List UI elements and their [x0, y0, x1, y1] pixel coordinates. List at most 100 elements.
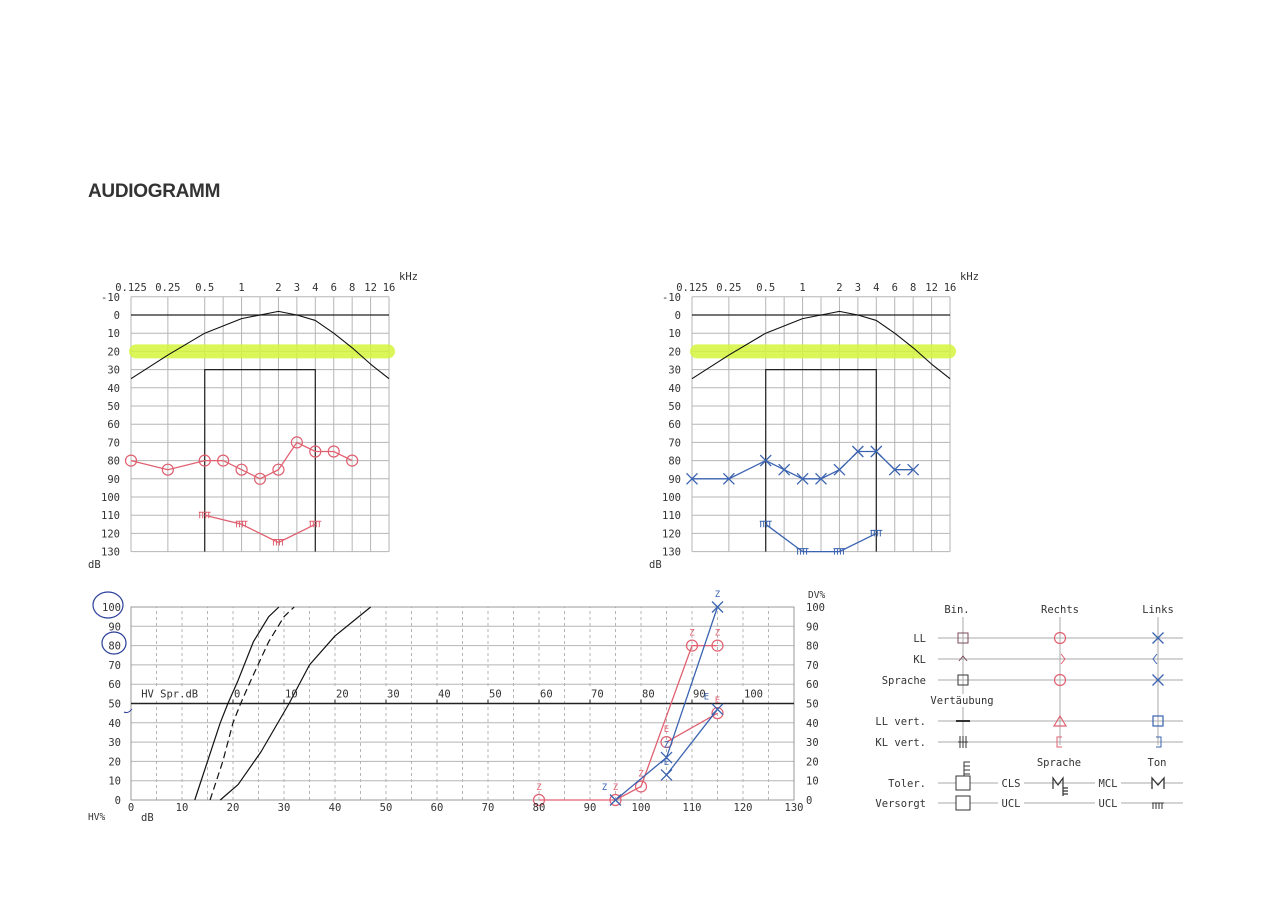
y-tick-label: 110 [662, 510, 681, 522]
y-tick-label: 10 [107, 328, 120, 340]
x-tick-label: 20 [227, 802, 240, 814]
data-point-ucl [198, 511, 211, 519]
top-tick-label: 80 [642, 689, 655, 701]
point-label: Z [536, 783, 542, 793]
label-bg [435, 686, 451, 699]
data-point-ucl [833, 548, 846, 555]
data-point-circle [346, 454, 359, 467]
label-bg [231, 686, 247, 699]
y-tick-label: -10 [101, 292, 120, 304]
x-tick-label: 10 [176, 802, 189, 814]
y2-tick-label: 80 [806, 641, 819, 653]
top-tick-label: 100 [744, 689, 763, 701]
x-tick-label: 90 [584, 802, 597, 814]
symbol-legend [928, 617, 1183, 811]
data-point-circle [532, 793, 546, 807]
data-point-circle [327, 445, 340, 458]
legend-header-bin: Bin. [944, 604, 969, 616]
y2-tick-label: 90 [806, 621, 819, 633]
y-axis-label: HV% [88, 812, 105, 823]
x-tick-label: 1 [799, 282, 805, 294]
annotation-circle [92, 591, 124, 619]
audiogram-rechts [124, 296, 396, 553]
x-tick-label: 0.25 [155, 282, 180, 294]
highlighter-band [129, 344, 396, 359]
bin-kl-caret-icon [958, 655, 968, 662]
data-point-circle [235, 463, 248, 476]
data-point-circle [685, 639, 699, 652]
data-point-cross [759, 454, 772, 467]
x-tick-label: 8 [910, 282, 916, 294]
right-kl-bracket-icon [1060, 653, 1066, 665]
x-tick-label: 0.125 [115, 282, 147, 294]
y-tick-label: 10 [668, 328, 681, 340]
y-tick-label: 60 [107, 419, 120, 431]
y-tick-label: 20 [107, 346, 120, 358]
legend-row-ll_vert: LL vert. [875, 716, 926, 728]
x-tick-label: 30 [278, 802, 291, 814]
data-point-ucl [759, 520, 772, 528]
data-point-ucl [272, 539, 285, 546]
x-tick-label: 8 [349, 282, 355, 294]
y-tick-label: 100 [662, 492, 681, 504]
label-bg [486, 686, 502, 699]
legend-row-ll: LL [913, 633, 926, 645]
series-line [666, 712, 718, 743]
data-point-ucl [870, 529, 883, 537]
y-tick-label: 10 [108, 776, 121, 788]
y-unit-label: dB [88, 559, 101, 571]
toler-bin-mark-icon [963, 761, 970, 776]
x-tick-label: 80 [533, 802, 546, 814]
y-tick-label: 40 [108, 718, 121, 730]
data-point-cross [870, 445, 883, 458]
label-bg [537, 686, 553, 699]
series-line [539, 644, 718, 801]
tone-ucl-icon [1152, 802, 1164, 809]
data-point-circle [124, 454, 138, 467]
y2-tick-label: 30 [806, 737, 819, 749]
x-tick-label: 3 [294, 282, 300, 294]
y-tick-label: 40 [668, 383, 681, 395]
x-tick-label: 120 [734, 802, 753, 814]
bin-ll-masking-icon [956, 720, 970, 722]
legend-row-sprache: Sprache [882, 675, 926, 687]
top-axis-label: HV Spr.dB [141, 689, 198, 701]
legend-tag-mcl: MCL [1099, 778, 1118, 790]
top-tick-label: 0 [234, 689, 240, 701]
left-ll-masking-square-icon [1152, 715, 1164, 727]
data-point-cross [711, 601, 724, 613]
speech-audiogram [92, 591, 795, 807]
y2-tick-label: 70 [806, 660, 819, 672]
point-label: Z [602, 783, 608, 793]
y-tick-label: 50 [108, 699, 121, 711]
top-tick-label: 20 [336, 689, 349, 701]
top-tick-label: 40 [438, 689, 451, 701]
data-point-cross [660, 768, 673, 781]
label-bg [333, 686, 349, 699]
data-point-cross [686, 472, 698, 485]
reference-curve-solid [194, 606, 280, 801]
label-bg [1095, 777, 1121, 789]
data-point-cross [907, 463, 920, 476]
tone-mcl-icon [1151, 776, 1165, 789]
legend-row-kl_vert: KL vert. [875, 737, 926, 749]
y-tick-label: 0 [114, 310, 120, 322]
legend-header-rechts: Rechts [1041, 604, 1079, 616]
x-tick-label: 2 [836, 282, 842, 294]
right-kl-masking-icon [1056, 736, 1062, 748]
top-tick-label: 30 [387, 689, 400, 701]
bin-ll-square-icon [957, 632, 969, 644]
y-tick-label: 100 [101, 492, 120, 504]
y-tick-label: 80 [108, 641, 121, 653]
point-label: Z [664, 741, 670, 751]
x-tick-label: 0.5 [195, 282, 214, 294]
annotation-tick [123, 708, 133, 714]
reference-curve-dashed [209, 606, 295, 801]
x-tick-label: 100 [632, 802, 651, 814]
annotation-circle [101, 631, 127, 655]
y-tick-label: 90 [108, 621, 121, 633]
y-tick-label: 80 [668, 456, 681, 468]
label-bg [741, 686, 757, 699]
y-tick-label: 70 [668, 437, 681, 449]
left-ll-cross-icon [1152, 632, 1164, 644]
